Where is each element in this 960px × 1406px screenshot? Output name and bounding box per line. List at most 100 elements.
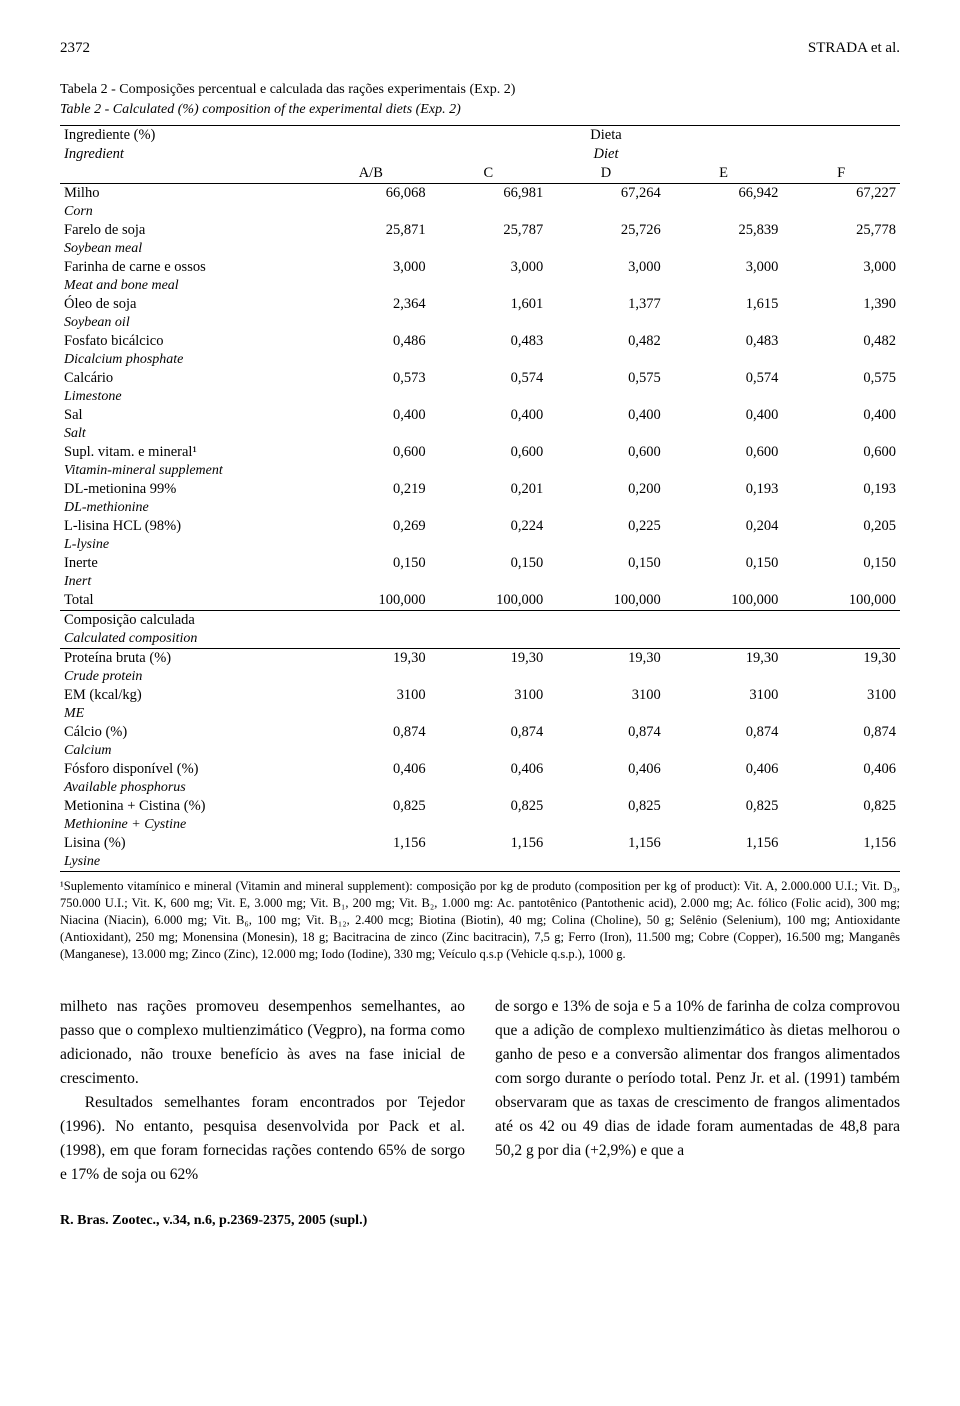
- cell-value: 0,825: [547, 797, 665, 816]
- cell-value: 3,000: [430, 258, 548, 277]
- row-name-en: Vitamin-mineral supplement: [60, 462, 312, 480]
- cell-value: 0,482: [547, 332, 665, 351]
- header-ingredient-en: Ingredient: [60, 145, 312, 164]
- cell-value: 0,573: [312, 369, 430, 388]
- row-name-pt: EM (kcal/kg): [60, 686, 312, 705]
- header-ingredient-pt: Ingrediente (%): [60, 126, 312, 145]
- row-name-pt: Total: [60, 591, 312, 611]
- cell-value: 0,406: [782, 760, 900, 779]
- cell-value: 0,406: [312, 760, 430, 779]
- row-name-pt: Calcário: [60, 369, 312, 388]
- calc-section-en: Calculated composition: [60, 630, 312, 649]
- page-header: 2372 STRADA et al.: [60, 40, 900, 57]
- cell-value: 67,264: [547, 184, 665, 203]
- col-c: C: [430, 164, 548, 184]
- calc-section-pt: Composição calculada: [60, 611, 312, 630]
- cell-value: 0,575: [782, 369, 900, 388]
- body-right: de sorgo e 13% de soja e 5 a 10% de fari…: [495, 995, 900, 1187]
- cell-value: 0,874: [430, 723, 548, 742]
- cell-value: 0,200: [547, 480, 665, 499]
- body-right-p1: de sorgo e 13% de soja e 5 a 10% de fari…: [495, 995, 900, 1163]
- cell-value: 0,400: [547, 406, 665, 425]
- row-name-pt: L-lisina HCL (98%): [60, 517, 312, 536]
- cell-value: 0,575: [547, 369, 665, 388]
- cell-value: 0,874: [547, 723, 665, 742]
- cell-value: 3100: [547, 686, 665, 705]
- cell-value: 0,874: [312, 723, 430, 742]
- cell-value: 0,600: [547, 443, 665, 462]
- body-left-p1: milheto nas rações promoveu desempenhos …: [60, 995, 465, 1091]
- row-name-pt: Fósforo disponível (%): [60, 760, 312, 779]
- cell-value: 1,601: [430, 295, 548, 314]
- cell-value: 3100: [312, 686, 430, 705]
- cell-value: 1,156: [430, 834, 548, 853]
- cell-value: 0,874: [782, 723, 900, 742]
- row-name-en: Inert: [60, 573, 312, 591]
- col-d: D: [547, 164, 665, 184]
- col-f: F: [782, 164, 900, 184]
- cell-value: 1,615: [665, 295, 783, 314]
- cell-value: 3,000: [782, 258, 900, 277]
- cell-value: 0,482: [782, 332, 900, 351]
- row-name-pt: Supl. vitam. e mineral¹: [60, 443, 312, 462]
- row-name-en: Lysine: [60, 853, 312, 872]
- header-diet-pt: Dieta: [312, 126, 900, 145]
- cell-value: 0,400: [665, 406, 783, 425]
- row-name-en: Available phosphorus: [60, 779, 312, 797]
- cell-value: 0,150: [547, 554, 665, 573]
- cell-value: 0,150: [782, 554, 900, 573]
- cell-value: 19,30: [430, 649, 548, 668]
- cell-value: 0,486: [312, 332, 430, 351]
- cell-value: 1,377: [547, 295, 665, 314]
- cell-value: 19,30: [782, 649, 900, 668]
- cell-value: 0,193: [665, 480, 783, 499]
- cell-value: 66,981: [430, 184, 548, 203]
- row-name-en: L-lysine: [60, 536, 312, 554]
- cell-value: 2,364: [312, 295, 430, 314]
- row-name-pt: Metionina + Cistina (%): [60, 797, 312, 816]
- row-name-pt: Cálcio (%): [60, 723, 312, 742]
- body-left: milheto nas rações promoveu desempenhos …: [60, 995, 465, 1187]
- cell-value: 100,000: [430, 591, 548, 611]
- cell-value: 66,942: [665, 184, 783, 203]
- body-left-p2: Resultados semelhantes foram encontrados…: [60, 1091, 465, 1187]
- row-name-pt: Lisina (%): [60, 834, 312, 853]
- cell-value: 100,000: [782, 591, 900, 611]
- cell-value: 3,000: [312, 258, 430, 277]
- cell-value: 100,000: [312, 591, 430, 611]
- cell-value: 3,000: [547, 258, 665, 277]
- cell-value: 1,156: [547, 834, 665, 853]
- row-name-pt: Farinha de carne e ossos: [60, 258, 312, 277]
- cell-value: 0,225: [547, 517, 665, 536]
- row-name-pt: Farelo de soja: [60, 221, 312, 240]
- row-name-en: Methionine + Cystine: [60, 816, 312, 834]
- cell-value: 0,574: [430, 369, 548, 388]
- table-caption-pt: Tabela 2 - Composições percentual e calc…: [60, 81, 900, 99]
- cell-value: 0,600: [665, 443, 783, 462]
- cell-value: 0,400: [782, 406, 900, 425]
- cell-value: 0,406: [665, 760, 783, 779]
- composition-table: Ingrediente (%) Dieta Ingredient Diet A/…: [60, 125, 900, 872]
- cell-value: 25,787: [430, 221, 548, 240]
- row-name-pt: Óleo de soja: [60, 295, 312, 314]
- row-name-en: Soybean meal: [60, 240, 312, 258]
- cell-value: 1,156: [665, 834, 783, 853]
- cell-value: 0,150: [665, 554, 783, 573]
- cell-value: 0,201: [430, 480, 548, 499]
- cell-value: 0,150: [312, 554, 430, 573]
- row-name-pt: Sal: [60, 406, 312, 425]
- header-diet-en: Diet: [312, 145, 900, 164]
- cell-value: 0,825: [665, 797, 783, 816]
- cell-value: 3100: [782, 686, 900, 705]
- row-name-en: DL-methionine: [60, 499, 312, 517]
- table-caption-en: Table 2 - Calculated (%) composition of …: [60, 101, 900, 119]
- cell-value: 0,204: [665, 517, 783, 536]
- row-name-pt: DL-metionina 99%: [60, 480, 312, 499]
- cell-value: 100,000: [547, 591, 665, 611]
- cell-value: 0,269: [312, 517, 430, 536]
- cell-value: 0,600: [312, 443, 430, 462]
- cell-value: 1,156: [312, 834, 430, 853]
- cell-value: 0,406: [547, 760, 665, 779]
- row-name-pt: Milho: [60, 184, 312, 203]
- row-name-en: Meat and bone meal: [60, 277, 312, 295]
